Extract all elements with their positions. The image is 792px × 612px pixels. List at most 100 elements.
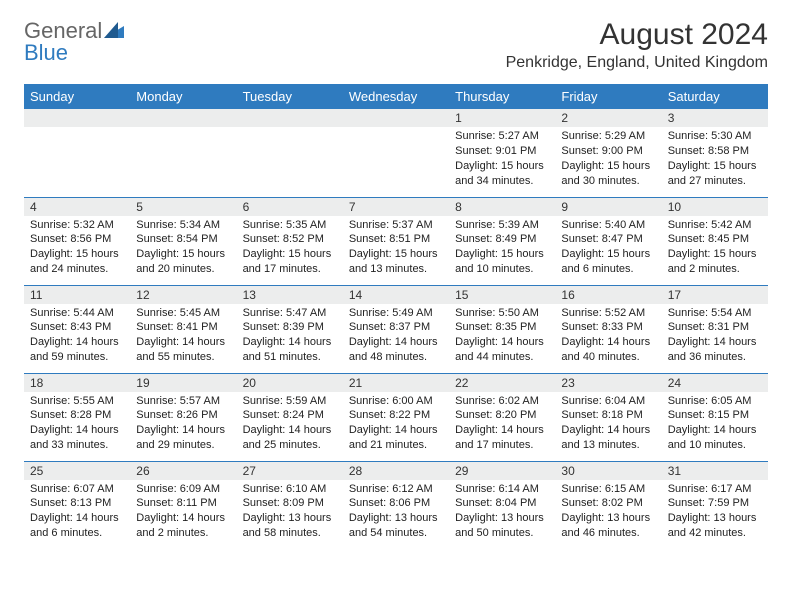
- sunrise-text: Sunrise: 5:50 AM: [455, 306, 549, 321]
- sunset-text: Sunset: 8:58 PM: [668, 144, 762, 159]
- calendar-cell: [343, 109, 449, 197]
- calendar-week-row: 11Sunrise: 5:44 AMSunset: 8:43 PMDayligh…: [24, 285, 768, 373]
- calendar-cell: 25Sunrise: 6:07 AMSunset: 8:13 PMDayligh…: [24, 461, 130, 549]
- day-number: 8: [449, 198, 555, 216]
- daylight-text: Daylight: 14 hours and 55 minutes.: [136, 335, 230, 365]
- daylight-text: Daylight: 14 hours and 51 minutes.: [243, 335, 337, 365]
- daylight-text: Daylight: 13 hours and 58 minutes.: [243, 511, 337, 541]
- calendar-cell: 4Sunrise: 5:32 AMSunset: 8:56 PMDaylight…: [24, 197, 130, 285]
- day-number: [343, 109, 449, 127]
- day-content: Sunrise: 6:14 AMSunset: 8:04 PMDaylight:…: [449, 480, 555, 545]
- day-content: Sunrise: 5:34 AMSunset: 8:54 PMDaylight:…: [130, 216, 236, 281]
- calendar-cell: [237, 109, 343, 197]
- calendar-cell: 18Sunrise: 5:55 AMSunset: 8:28 PMDayligh…: [24, 373, 130, 461]
- calendar-cell: 15Sunrise: 5:50 AMSunset: 8:35 PMDayligh…: [449, 285, 555, 373]
- sunset-text: Sunset: 8:22 PM: [349, 408, 443, 423]
- day-number: [24, 109, 130, 127]
- day-content: Sunrise: 5:42 AMSunset: 8:45 PMDaylight:…: [662, 216, 768, 281]
- day-content: Sunrise: 6:00 AMSunset: 8:22 PMDaylight:…: [343, 392, 449, 457]
- calendar-cell: 21Sunrise: 6:00 AMSunset: 8:22 PMDayligh…: [343, 373, 449, 461]
- sunrise-text: Sunrise: 6:17 AM: [668, 482, 762, 497]
- daylight-text: Daylight: 13 hours and 50 minutes.: [455, 511, 549, 541]
- day-number: 23: [555, 374, 661, 392]
- calendar-cell: 13Sunrise: 5:47 AMSunset: 8:39 PMDayligh…: [237, 285, 343, 373]
- day-header: Monday: [130, 84, 236, 109]
- sunset-text: Sunset: 8:41 PM: [136, 320, 230, 335]
- day-content: Sunrise: 5:50 AMSunset: 8:35 PMDaylight:…: [449, 304, 555, 369]
- sunset-text: Sunset: 8:37 PM: [349, 320, 443, 335]
- day-content: Sunrise: 5:49 AMSunset: 8:37 PMDaylight:…: [343, 304, 449, 369]
- sunrise-text: Sunrise: 5:54 AM: [668, 306, 762, 321]
- daylight-text: Daylight: 15 hours and 24 minutes.: [30, 247, 124, 277]
- daylight-text: Daylight: 14 hours and 59 minutes.: [30, 335, 124, 365]
- day-content: Sunrise: 6:10 AMSunset: 8:09 PMDaylight:…: [237, 480, 343, 545]
- calendar-body: 1Sunrise: 5:27 AMSunset: 9:01 PMDaylight…: [24, 109, 768, 549]
- day-number: 17: [662, 286, 768, 304]
- brand-logo: General Blue: [24, 18, 124, 66]
- day-content: Sunrise: 5:57 AMSunset: 8:26 PMDaylight:…: [130, 392, 236, 457]
- day-content: [24, 127, 130, 133]
- day-number: 15: [449, 286, 555, 304]
- sunrise-text: Sunrise: 5:52 AM: [561, 306, 655, 321]
- day-content: [237, 127, 343, 133]
- sunset-text: Sunset: 8:56 PM: [30, 232, 124, 247]
- day-content: Sunrise: 6:17 AMSunset: 7:59 PMDaylight:…: [662, 480, 768, 545]
- day-number: [237, 109, 343, 127]
- day-number: 6: [237, 198, 343, 216]
- calendar-cell: 31Sunrise: 6:17 AMSunset: 7:59 PMDayligh…: [662, 461, 768, 549]
- calendar-week-row: 25Sunrise: 6:07 AMSunset: 8:13 PMDayligh…: [24, 461, 768, 549]
- calendar-cell: 28Sunrise: 6:12 AMSunset: 8:06 PMDayligh…: [343, 461, 449, 549]
- day-content: Sunrise: 6:04 AMSunset: 8:18 PMDaylight:…: [555, 392, 661, 457]
- daylight-text: Daylight: 15 hours and 34 minutes.: [455, 159, 549, 189]
- sunset-text: Sunset: 8:24 PM: [243, 408, 337, 423]
- day-number: 12: [130, 286, 236, 304]
- calendar-cell: 11Sunrise: 5:44 AMSunset: 8:43 PMDayligh…: [24, 285, 130, 373]
- day-number: 11: [24, 286, 130, 304]
- day-number: 28: [343, 462, 449, 480]
- day-header: Wednesday: [343, 84, 449, 109]
- daylight-text: Daylight: 15 hours and 6 minutes.: [561, 247, 655, 277]
- day-content: Sunrise: 5:55 AMSunset: 8:28 PMDaylight:…: [24, 392, 130, 457]
- sunset-text: Sunset: 8:26 PM: [136, 408, 230, 423]
- month-title: August 2024: [506, 18, 768, 52]
- day-header: Thursday: [449, 84, 555, 109]
- day-number: 7: [343, 198, 449, 216]
- day-number: 31: [662, 462, 768, 480]
- sunset-text: Sunset: 8:11 PM: [136, 496, 230, 511]
- calendar-week-row: 4Sunrise: 5:32 AMSunset: 8:56 PMDaylight…: [24, 197, 768, 285]
- calendar-cell: 8Sunrise: 5:39 AMSunset: 8:49 PMDaylight…: [449, 197, 555, 285]
- day-number: 27: [237, 462, 343, 480]
- calendar-cell: 2Sunrise: 5:29 AMSunset: 9:00 PMDaylight…: [555, 109, 661, 197]
- sunrise-text: Sunrise: 5:45 AM: [136, 306, 230, 321]
- day-content: Sunrise: 6:12 AMSunset: 8:06 PMDaylight:…: [343, 480, 449, 545]
- day-number: 21: [343, 374, 449, 392]
- sunset-text: Sunset: 8:39 PM: [243, 320, 337, 335]
- daylight-text: Daylight: 14 hours and 48 minutes.: [349, 335, 443, 365]
- day-number: 22: [449, 374, 555, 392]
- calendar-cell: 6Sunrise: 5:35 AMSunset: 8:52 PMDaylight…: [237, 197, 343, 285]
- day-number: 1: [449, 109, 555, 127]
- sunrise-text: Sunrise: 5:32 AM: [30, 218, 124, 233]
- day-number: [130, 109, 236, 127]
- day-content: Sunrise: 5:30 AMSunset: 8:58 PMDaylight:…: [662, 127, 768, 192]
- calendar-cell: 30Sunrise: 6:15 AMSunset: 8:02 PMDayligh…: [555, 461, 661, 549]
- sunrise-text: Sunrise: 5:34 AM: [136, 218, 230, 233]
- day-content: Sunrise: 5:37 AMSunset: 8:51 PMDaylight:…: [343, 216, 449, 281]
- day-number: 9: [555, 198, 661, 216]
- brand-text: General Blue: [24, 18, 124, 66]
- sunset-text: Sunset: 8:52 PM: [243, 232, 337, 247]
- day-number: 10: [662, 198, 768, 216]
- sunrise-text: Sunrise: 5:29 AM: [561, 129, 655, 144]
- daylight-text: Daylight: 15 hours and 30 minutes.: [561, 159, 655, 189]
- sunset-text: Sunset: 8:13 PM: [30, 496, 124, 511]
- calendar-cell: 23Sunrise: 6:04 AMSunset: 8:18 PMDayligh…: [555, 373, 661, 461]
- calendar-week-row: 1Sunrise: 5:27 AMSunset: 9:01 PMDaylight…: [24, 109, 768, 197]
- daylight-text: Daylight: 14 hours and 36 minutes.: [668, 335, 762, 365]
- daylight-text: Daylight: 14 hours and 13 minutes.: [561, 423, 655, 453]
- sunrise-text: Sunrise: 5:55 AM: [30, 394, 124, 409]
- calendar-cell: 10Sunrise: 5:42 AMSunset: 8:45 PMDayligh…: [662, 197, 768, 285]
- calendar-head: SundayMondayTuesdayWednesdayThursdayFrid…: [24, 84, 768, 109]
- calendar-cell: 14Sunrise: 5:49 AMSunset: 8:37 PMDayligh…: [343, 285, 449, 373]
- sunrise-text: Sunrise: 6:05 AM: [668, 394, 762, 409]
- day-content: Sunrise: 5:45 AMSunset: 8:41 PMDaylight:…: [130, 304, 236, 369]
